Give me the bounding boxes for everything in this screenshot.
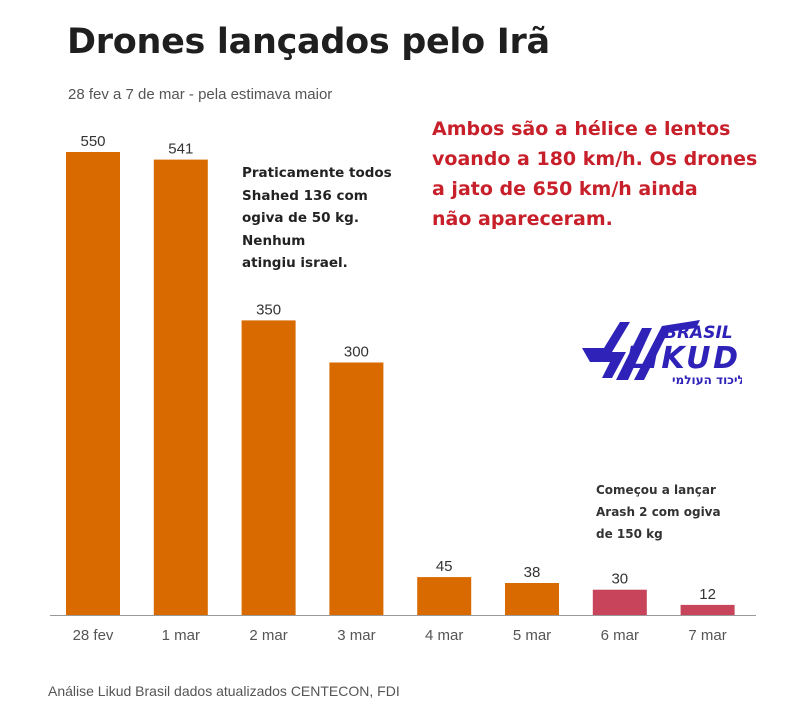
- logo-brasil-text: BRASIL: [664, 323, 733, 343]
- bar-1-mar: [153, 159, 208, 615]
- likud-brasil-logo: BRASIL LIKUD הליכוד העולמי: [582, 320, 742, 387]
- data-label: 550: [80, 133, 105, 150]
- bar-5-mar: [505, 583, 559, 615]
- x-tick-label: 1 mar: [162, 627, 200, 644]
- x-tick-label: 6 mar: [601, 627, 639, 644]
- data-label: 350: [256, 301, 281, 318]
- x-tick-label: 2 mar: [249, 627, 287, 644]
- bar-7-mar: [680, 604, 735, 615]
- data-label: 45: [436, 558, 453, 575]
- x-tick-label: 3 mar: [337, 627, 375, 644]
- data-label: 12: [699, 586, 716, 603]
- bar-3-mar: [329, 362, 384, 615]
- bar-4-mar: [417, 577, 472, 615]
- x-tick-label: 28 fev: [73, 627, 114, 644]
- data-label: 30: [611, 571, 628, 588]
- source-footer: Análise Likud Brasil dados atualizados C…: [48, 683, 400, 699]
- x-tick-label: 4 mar: [425, 627, 463, 644]
- x-tick-label: 7 mar: [688, 627, 726, 644]
- data-label: 38: [524, 564, 541, 581]
- logo-hebrew-text: הליכוד העולמי: [672, 373, 742, 387]
- x-tick-labels-group: 28 fev 1 mar 2 mar 3 mar 4 mar 5 mar 6 mar 7 ma…: [73, 627, 727, 644]
- annotation-shahed-note: Praticamente todos Shahed 136 com ogiva …: [242, 165, 392, 271]
- data-label: 300: [344, 344, 369, 361]
- logo-star-shape: [582, 322, 630, 378]
- annotation-speed-note: Ambos são a hélice e lentos voando a 180…: [432, 118, 758, 230]
- bars-group: [66, 152, 735, 615]
- chart-title: Drones lançados pelo Irã: [67, 22, 550, 62]
- bar-6-mar: [592, 589, 647, 615]
- annotation-arash-note: Começou a lançar Arash 2 com ogiva de 15…: [596, 483, 721, 541]
- logo-likud-text: LIKUD: [626, 341, 738, 376]
- x-tick-label: 5 mar: [513, 627, 551, 644]
- bar-2-mar: [241, 320, 296, 615]
- bar-28-fev: [66, 152, 120, 615]
- chart-subtitle: 28 fev a 7 de mar - pela estimava maior: [68, 86, 333, 103]
- data-labels-group: 550 541 350 300 45 38 30 12: [80, 133, 715, 603]
- data-label: 541: [168, 141, 193, 158]
